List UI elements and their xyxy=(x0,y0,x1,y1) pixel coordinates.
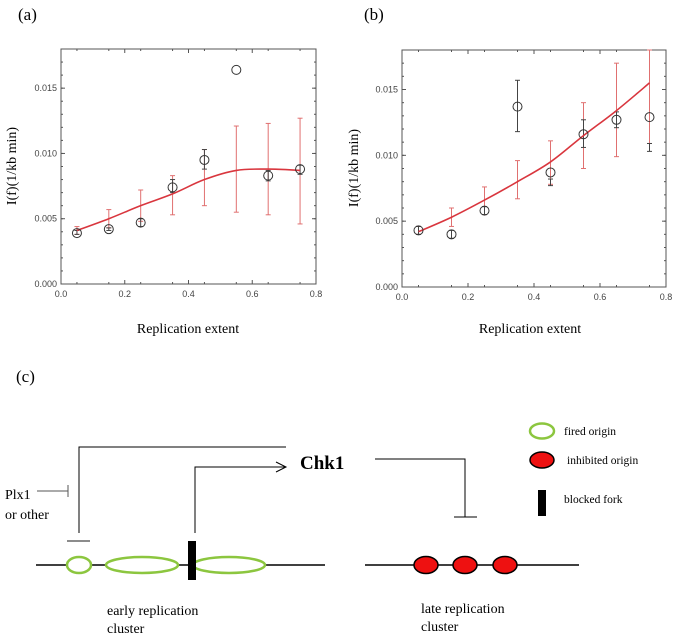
data-point xyxy=(295,164,306,175)
inhibited-origin-icon xyxy=(452,555,478,575)
data-point xyxy=(512,101,523,112)
legend-blocked-label: blocked fork xyxy=(564,494,623,506)
blocked-fork-icon xyxy=(188,541,196,580)
x-tick-label: 0.2 xyxy=(462,292,475,302)
x-axis-label-a: Replication extent xyxy=(137,322,239,337)
x-tick-label: 0.2 xyxy=(118,289,131,299)
x-tick-label: 0.4 xyxy=(528,292,541,302)
data-point xyxy=(446,229,457,240)
panel-label-b: (b) xyxy=(364,5,384,24)
data-point xyxy=(611,114,622,125)
plot-frame xyxy=(60,48,317,285)
early-cluster-label-2: cluster xyxy=(107,622,145,635)
x-tick-label: 0.6 xyxy=(246,289,259,299)
legend-fired-origin-icon xyxy=(528,422,556,440)
panel-label-a: (a) xyxy=(18,5,37,24)
early-cluster-label-1: early replication xyxy=(107,604,198,619)
data-point xyxy=(413,225,424,236)
legend-fired-label: fired origin xyxy=(564,426,616,438)
data-point xyxy=(135,217,146,228)
x-tick-label: 0.6 xyxy=(594,292,607,302)
late-cluster-label-2: cluster xyxy=(421,620,459,635)
data-point xyxy=(263,170,274,181)
chk1-label: Chk1 xyxy=(300,453,344,474)
data-point xyxy=(103,224,114,235)
x-axis-label-b: Replication extent xyxy=(479,322,581,337)
chk1-to-late-line xyxy=(375,458,466,517)
data-point xyxy=(578,129,589,140)
fired-origin-icon xyxy=(191,555,267,575)
y-tick-label: 0.005 xyxy=(34,214,57,224)
data-point xyxy=(545,167,556,178)
y-tick-label: 0.000 xyxy=(375,282,398,292)
x-tick-label: 0.8 xyxy=(310,289,323,299)
data-point xyxy=(644,112,655,123)
chk1-to-early-line xyxy=(78,446,286,533)
y-tick-label: 0.000 xyxy=(34,279,57,289)
legend-blocked-fork-icon xyxy=(538,490,546,516)
data-point xyxy=(71,228,82,239)
y-axis-label-b: I(f)(1/kb min) xyxy=(347,129,362,207)
or-other-label: or other xyxy=(5,508,49,523)
chart-panel-a: (a) Replication extent I(f)(1/kb min) 0.… xyxy=(5,5,322,337)
late-cluster-label-1: late replication xyxy=(421,602,505,617)
y-axis-label-a: I(f)(1/kb min) xyxy=(5,127,20,205)
fit-curve xyxy=(76,168,301,232)
fired-origin-icon xyxy=(65,555,93,575)
data-point xyxy=(167,182,178,193)
legend-inhibited-label: inhibited origin xyxy=(567,455,638,467)
panel-label-c: (c) xyxy=(16,367,35,386)
legend: fired origin inhibited origin blocked fo… xyxy=(528,422,638,516)
data-point xyxy=(231,64,242,75)
inhibited-origin-icon xyxy=(413,555,439,575)
data-point xyxy=(479,205,490,216)
y-tick-label: 0.015 xyxy=(375,85,398,95)
x-tick-label: 0.8 xyxy=(660,292,673,302)
y-tick-label: 0.005 xyxy=(375,216,398,226)
fired-origin-icon xyxy=(104,555,180,575)
plx1-label: Plx1 xyxy=(5,488,31,503)
fork-to-chk1-arrow xyxy=(194,466,286,533)
x-tick-label: 0.0 xyxy=(55,289,68,299)
x-tick-label: 0.4 xyxy=(182,289,195,299)
legend-inhibited-origin-icon xyxy=(529,451,555,469)
y-tick-label: 0.010 xyxy=(34,148,57,158)
data-point xyxy=(199,154,210,165)
fit-curve xyxy=(418,82,651,233)
inhibited-origin-icon xyxy=(492,555,518,575)
arrowhead-icon xyxy=(275,461,288,473)
y-tick-label: 0.010 xyxy=(375,150,398,160)
plot-frame xyxy=(401,49,667,288)
y-tick-label: 0.015 xyxy=(34,83,57,93)
diagram-panel-c: (c) Chk1 Plx1 or other early replication… xyxy=(5,367,638,635)
x-tick-label: 0.0 xyxy=(396,292,409,302)
chart-panel-b: (b) Replication extent I(f)(1/kb min) 0.… xyxy=(347,5,672,337)
